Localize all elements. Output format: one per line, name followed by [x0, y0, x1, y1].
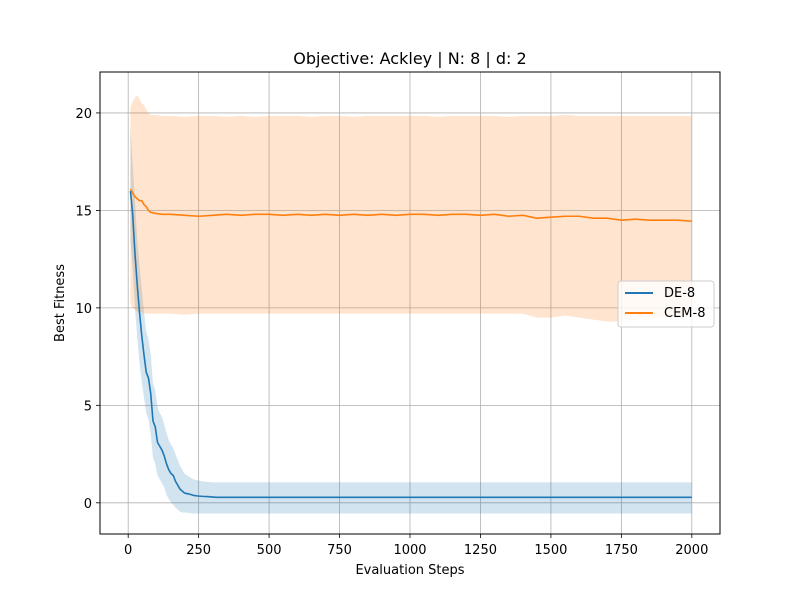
x-tick-label: 250	[186, 543, 211, 558]
x-tick-label: 1250	[464, 543, 497, 558]
y-tick-label: 10	[75, 302, 92, 317]
line-cem-8	[129, 188, 692, 222]
legend-label-cem-8: CEM-8	[664, 306, 705, 321]
y-axis-label: Best Fitness	[53, 264, 68, 342]
legend-label-de-8: DE-8	[664, 286, 695, 301]
y-tick-label: 5	[84, 399, 92, 414]
x-tick-label: 1000	[393, 543, 426, 558]
legend: DE-8 CEM-8	[617, 280, 715, 328]
x-axis-ticks: 0 250 500 750 1000 1250 1500 1750 2000	[124, 534, 708, 558]
x-axis-label: Evaluation Steps	[355, 563, 464, 578]
series-lines	[129, 188, 692, 499]
x-tick-label: 2000	[675, 543, 708, 558]
confidence-bands	[130, 95, 692, 514]
x-tick-label: 750	[327, 543, 352, 558]
x-tick-label: 500	[257, 543, 282, 558]
y-axis-ticks: 0 5 10 15 20	[75, 107, 100, 512]
y-tick-label: 0	[84, 497, 92, 512]
y-tick-label: 15	[75, 204, 92, 219]
chart-title: Objective: Ackley | N: 8 | d: 2	[293, 49, 526, 68]
x-tick-label: 0	[124, 543, 132, 558]
grid-lines	[100, 72, 720, 534]
x-tick-label: 1750	[605, 543, 638, 558]
line-de-8	[129, 190, 692, 499]
x-tick-label: 1500	[534, 543, 567, 558]
band-cem-8	[130, 95, 692, 322]
y-tick-label: 20	[75, 107, 92, 122]
